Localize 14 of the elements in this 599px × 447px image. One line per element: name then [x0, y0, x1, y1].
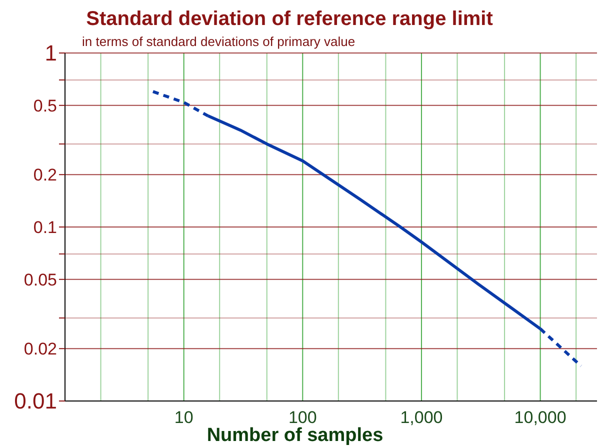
y-tick-label: 1 [44, 40, 57, 66]
y-tick-label: 0.02 [24, 340, 57, 359]
x-tick-label: 1,000 [400, 408, 443, 427]
y-tick-label: 0.2 [33, 166, 57, 185]
y-tick-label: 0.01 [14, 388, 57, 414]
y-tick-label: 0.5 [33, 96, 57, 116]
y-tick-label: 0.1 [33, 218, 57, 237]
x-tick-label: 10,000 [514, 408, 566, 427]
x-tick-label: 10 [174, 408, 194, 427]
x-tick-label: 100 [288, 408, 317, 427]
x-axis-title: Number of samples [206, 425, 384, 446]
chart-title: Standard deviation of reference range limit [86, 8, 494, 30]
chart-subtitle: in terms of standard deviations of primary value [82, 34, 356, 49]
y-tick-label: 0.05 [24, 270, 57, 290]
